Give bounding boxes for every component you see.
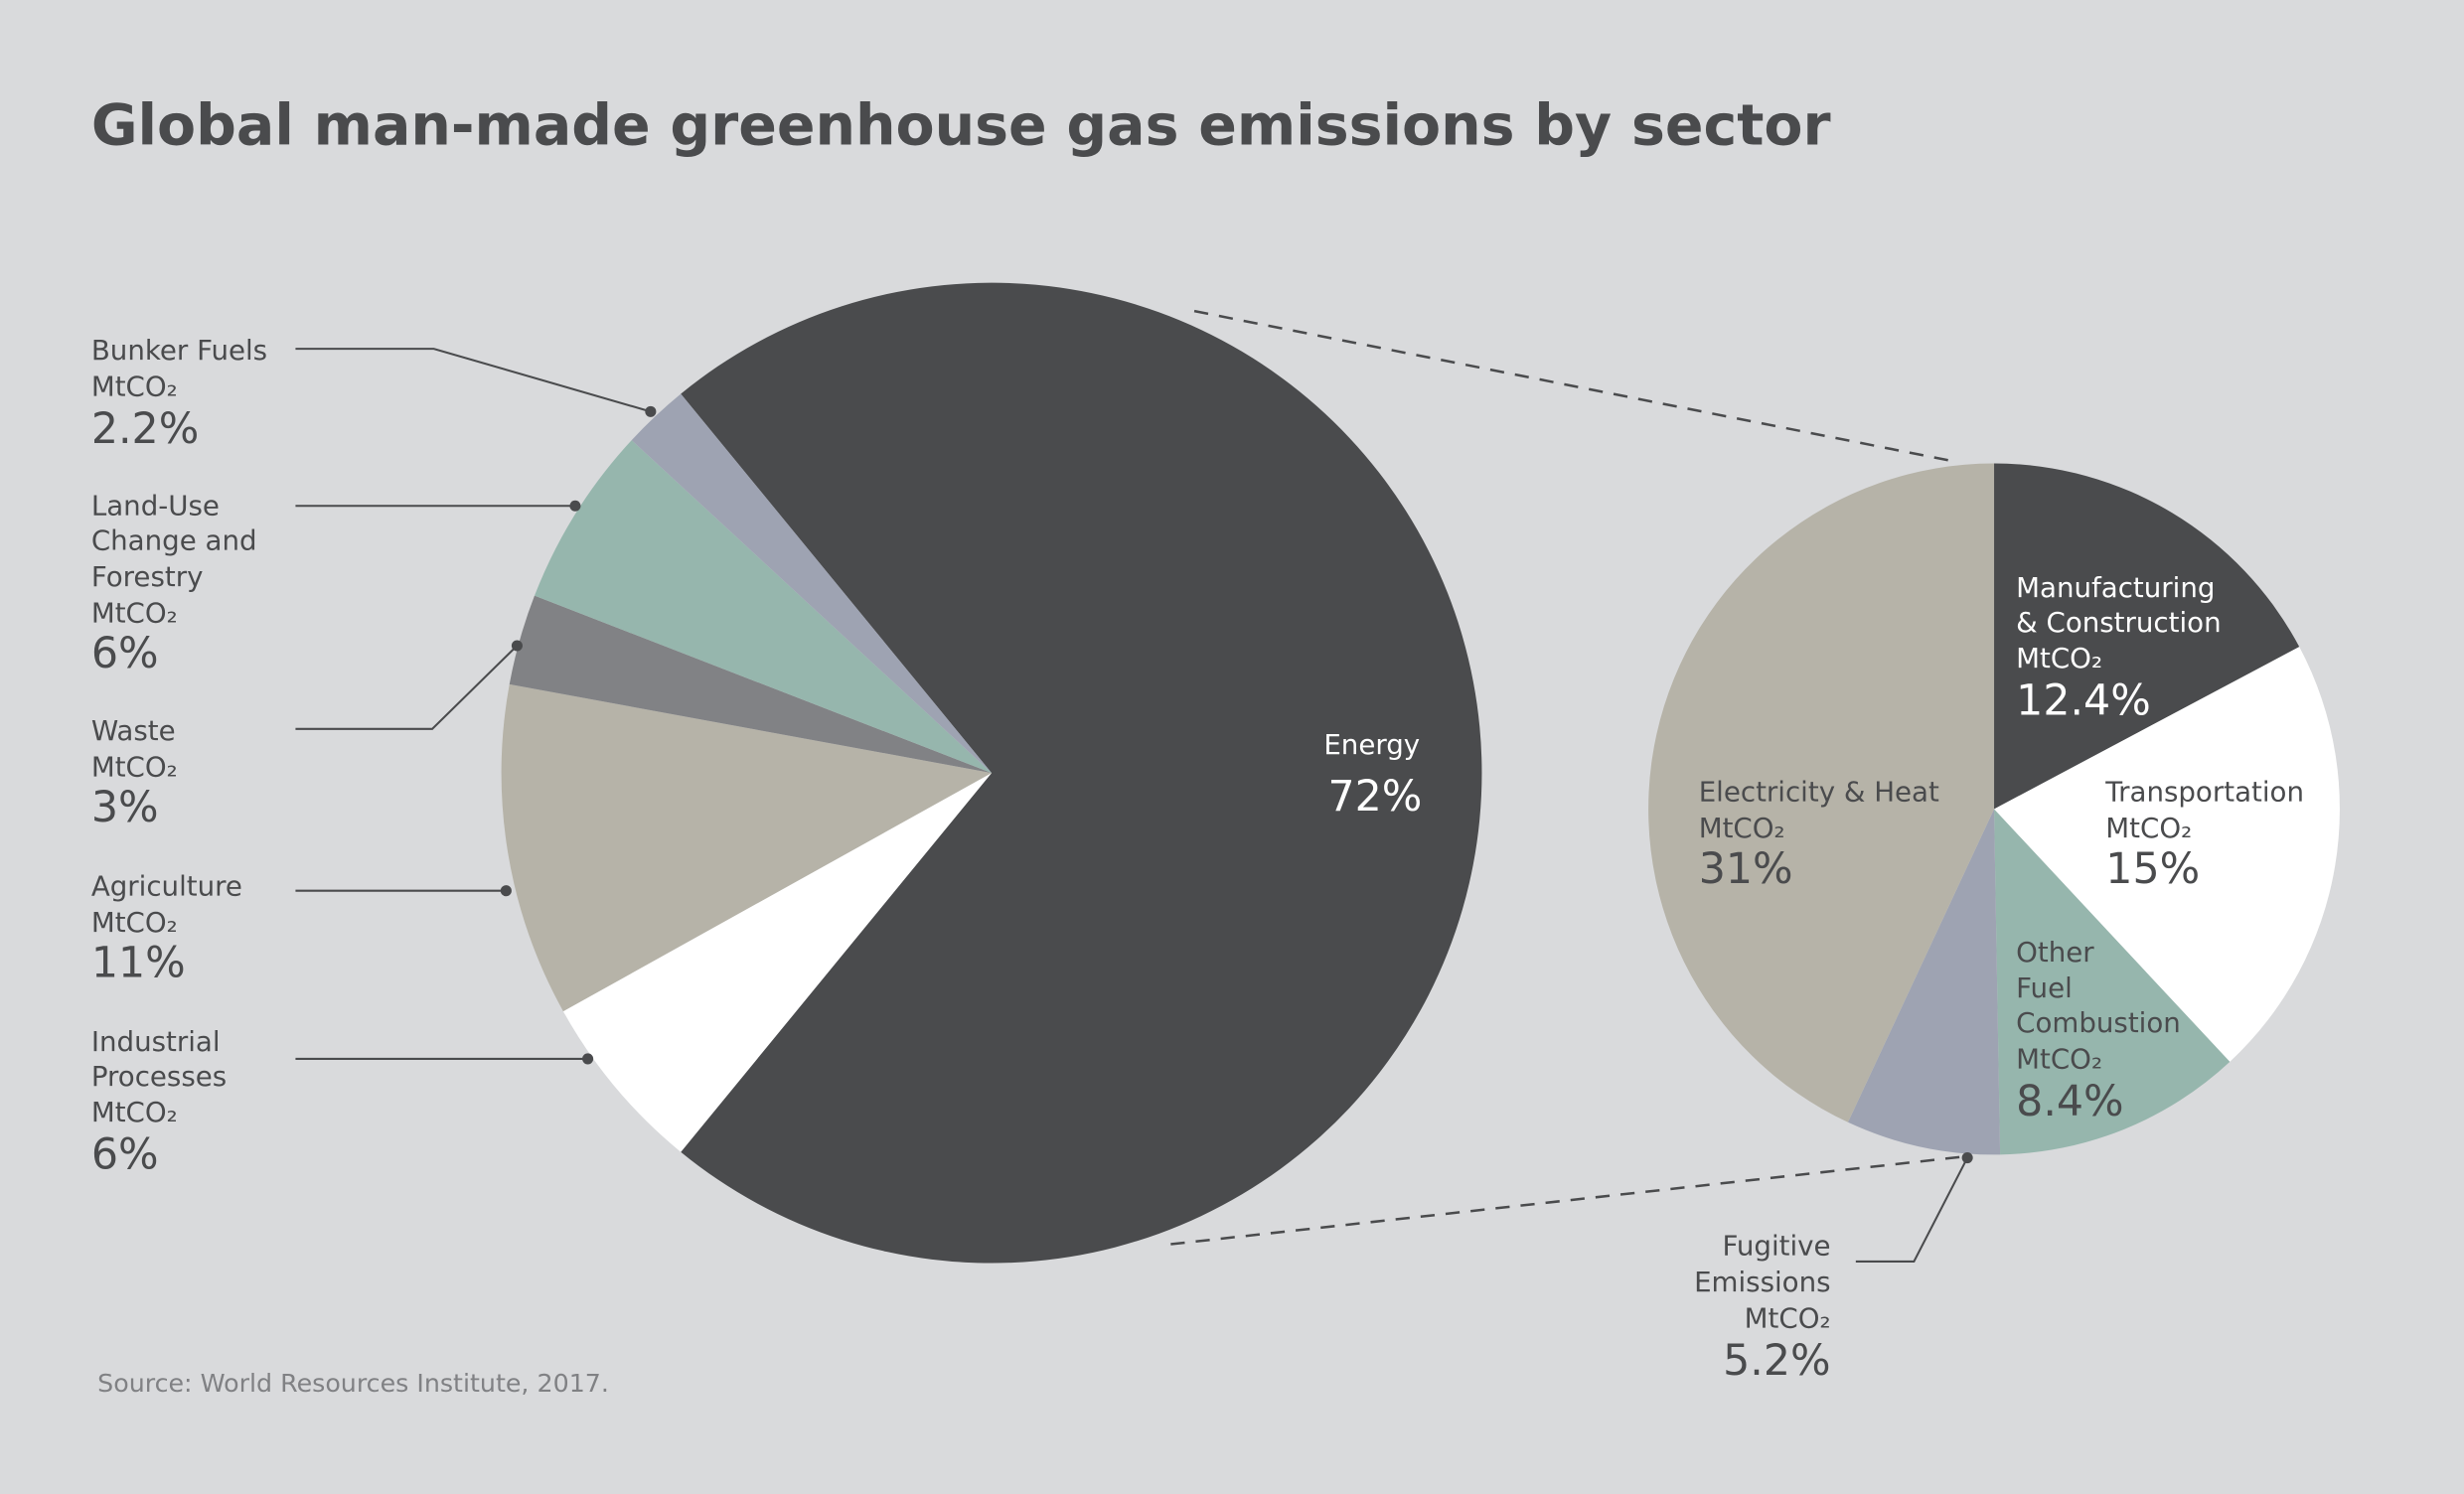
pie-slice-manufacturing-construction bbox=[1994, 463, 2300, 810]
source-note: Source: World Resources Institute, 2017. bbox=[97, 1369, 609, 1398]
leader-dot-waste bbox=[511, 640, 523, 652]
label-other-fuel: Other Fuel Combustion MtCO₂ 8.4% bbox=[2016, 936, 2181, 1126]
data-label: 8.4% bbox=[2016, 1077, 2123, 1126]
pie-slice-land-use-change-and-forestry bbox=[534, 440, 993, 774]
label-unit: MtCO₂ bbox=[91, 1096, 178, 1128]
leader-bunker bbox=[295, 348, 652, 413]
zoom-connector-bottom bbox=[1170, 1154, 1968, 1246]
data-label: 6% bbox=[91, 629, 159, 678]
label-name: Fugitive bbox=[1722, 1230, 1830, 1263]
label-unit: MtCO₂ bbox=[2016, 1042, 2102, 1075]
data-label: 15% bbox=[2105, 844, 2200, 894]
label-bunker-fuels: Bunker Fuels MtCO₂ 2.2% bbox=[91, 334, 267, 454]
pie-slice-waste bbox=[509, 595, 993, 774]
label-name: Waste bbox=[91, 714, 176, 747]
pie-slice-electricity-heat bbox=[1648, 463, 1995, 1122]
pie-slice-other-fuel-combustion bbox=[1994, 809, 2231, 1155]
label-unit: MtCO₂ bbox=[91, 371, 178, 403]
pie-slice-agriculture bbox=[501, 683, 993, 1012]
label-transportation: Transportation MtCO₂ 15% bbox=[2104, 776, 2304, 894]
pie-slice-fugitive-emissions bbox=[1847, 809, 2001, 1155]
label-waste: Waste MtCO₂ 3% bbox=[91, 714, 178, 832]
leader-dot-fugitive bbox=[1961, 1152, 1973, 1164]
chart-title: Global man-made greenhouse gas emissions… bbox=[91, 92, 1831, 158]
label-name: Electricity & Heat bbox=[1699, 776, 1939, 809]
label-name: Bunker Fuels bbox=[91, 334, 267, 367]
label-name: Transportation bbox=[2104, 776, 2304, 809]
leader-dot-bunker bbox=[645, 405, 657, 417]
leader-waste bbox=[295, 645, 519, 730]
pie-slice-industrial-processes bbox=[562, 773, 993, 1152]
label-name: Forestry bbox=[91, 560, 204, 593]
label-name: & Construction bbox=[2016, 606, 2221, 639]
label-electricity: Electricity & Heat MtCO₂ 31% bbox=[1699, 776, 1939, 894]
label-name: Other bbox=[2016, 936, 2094, 969]
label-fugitive: Fugitive Emissions MtCO₂ 5.2% bbox=[1694, 1230, 1830, 1386]
label-unit: MtCO₂ bbox=[91, 750, 178, 783]
leader-dot-landuse bbox=[569, 500, 581, 512]
label-name: Combustion bbox=[2016, 1006, 2181, 1039]
label-name: Processes bbox=[91, 1060, 227, 1093]
leader-dot-industrial bbox=[582, 1053, 594, 1065]
label-industrial: Industrial Processes MtCO₂ 6% bbox=[91, 1025, 227, 1180]
label-name: Energy bbox=[1323, 728, 1420, 761]
label-agriculture: Agriculture MtCO₂ 11% bbox=[91, 869, 242, 987]
label-unit: MtCO₂ bbox=[1699, 812, 1785, 844]
label-land-use: Land-Use Change and Forestry MtCO₂ 6% bbox=[91, 490, 257, 678]
pie-slice-transportation bbox=[1994, 647, 2340, 1062]
zoom-connector-top bbox=[1193, 309, 1957, 464]
energy-breakdown-pie bbox=[1648, 463, 2340, 1155]
leader-dot-agriculture bbox=[500, 885, 512, 897]
label-name: Agriculture bbox=[91, 869, 242, 902]
label-unit: MtCO₂ bbox=[2016, 642, 2102, 674]
label-name: Land-Use bbox=[91, 490, 220, 523]
leader-lines bbox=[295, 348, 1973, 1263]
label-energy: Energy 72% bbox=[1323, 728, 1422, 822]
data-label: 5.2% bbox=[1723, 1336, 1830, 1386]
label-manufacturing: Manufacturing & Construction MtCO₂ 12.4% bbox=[2016, 571, 2221, 726]
label-unit: MtCO₂ bbox=[2105, 812, 2192, 844]
data-label: 12.4% bbox=[2016, 676, 2151, 726]
data-label: 31% bbox=[1699, 844, 1793, 894]
label-name: Emissions bbox=[1694, 1266, 1830, 1298]
label-unit: MtCO₂ bbox=[91, 596, 178, 629]
pie-slice-energy bbox=[681, 282, 1482, 1264]
label-unit: MtCO₂ bbox=[91, 906, 178, 939]
pie-slice-bunker-fuels bbox=[631, 393, 993, 774]
label-name: Change and bbox=[91, 524, 257, 557]
label-name: Manufacturing bbox=[2016, 571, 2215, 604]
data-label: 11% bbox=[91, 939, 186, 988]
data-label: 2.2% bbox=[91, 404, 199, 454]
label-name: Industrial bbox=[91, 1025, 221, 1058]
data-label: 72% bbox=[1327, 772, 1422, 822]
leader-fugitive bbox=[1855, 1157, 1969, 1263]
data-label: 3% bbox=[91, 783, 159, 832]
label-unit: MtCO₂ bbox=[1745, 1301, 1831, 1334]
sector-pie bbox=[501, 282, 1482, 1264]
data-label: 6% bbox=[91, 1130, 159, 1180]
label-name: Fuel bbox=[2016, 971, 2073, 1004]
